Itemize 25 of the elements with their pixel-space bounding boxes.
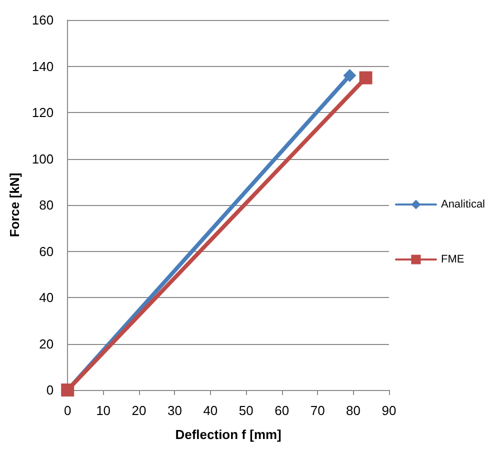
x-tick-label: 10 (96, 403, 111, 418)
x-tick-label: 30 (167, 403, 182, 418)
y-tick-label: 120 (32, 105, 54, 120)
y-tick-label: 100 (32, 151, 54, 166)
y-tick-label: 20 (39, 336, 54, 352)
x-tick-label: 50 (238, 403, 254, 418)
point (343, 69, 356, 82)
y-axis-title: Force [kN] (7, 172, 22, 238)
x-tick-label: 90 (382, 403, 396, 418)
legend-label: Analitical (440, 198, 486, 210)
x-axis-title: Deflection f [mm] (175, 427, 282, 442)
y-tick-label: 60 (39, 244, 54, 259)
point (359, 71, 372, 84)
legend-label: FME (440, 254, 464, 266)
x-tick-label: 40 (203, 403, 218, 418)
x-tick-label: 0 (64, 403, 72, 418)
y-tick-label: 80 (39, 198, 54, 212)
x-tick-label: 80 (346, 403, 361, 418)
y-tick-label: 140 (32, 58, 54, 74)
x-tick-label: 20 (132, 403, 146, 418)
y-tick-label: 0 (46, 382, 54, 398)
x-tick-label: 70 (310, 403, 325, 418)
y-tick-label: 160 (32, 12, 54, 28)
y-tick-label: 40 (39, 290, 54, 305)
x-tick-label: 60 (274, 403, 290, 418)
